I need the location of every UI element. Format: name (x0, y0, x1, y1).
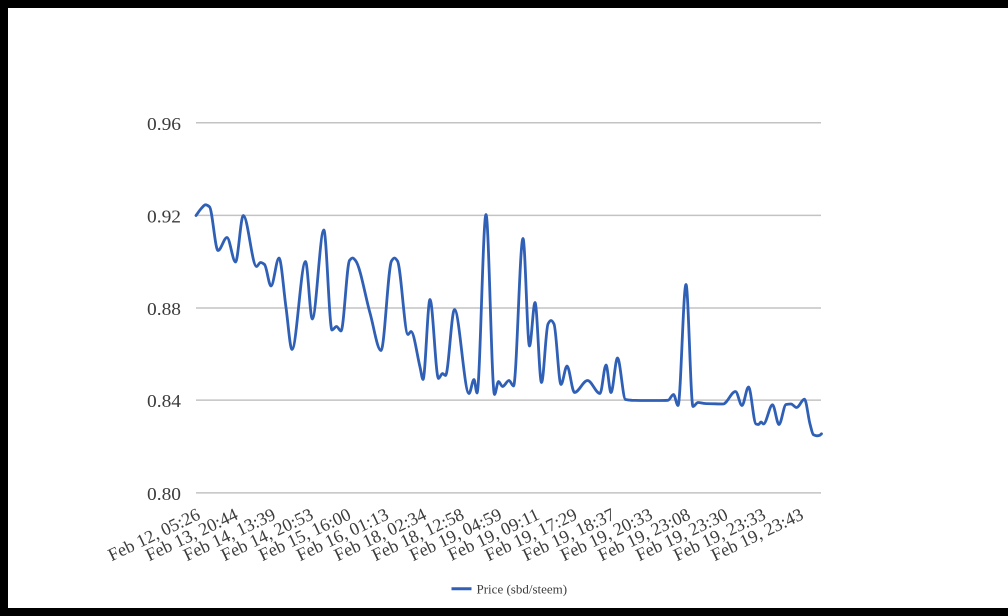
svg-text:Price (sbd/steem): Price (sbd/steem) (477, 582, 568, 597)
svg-text:0.88: 0.88 (147, 299, 181, 319)
svg-text:0.92: 0.92 (147, 206, 181, 226)
svg-text:0.84: 0.84 (147, 391, 181, 411)
svg-text:0.80: 0.80 (147, 484, 181, 504)
svg-text:0.96: 0.96 (147, 114, 181, 134)
